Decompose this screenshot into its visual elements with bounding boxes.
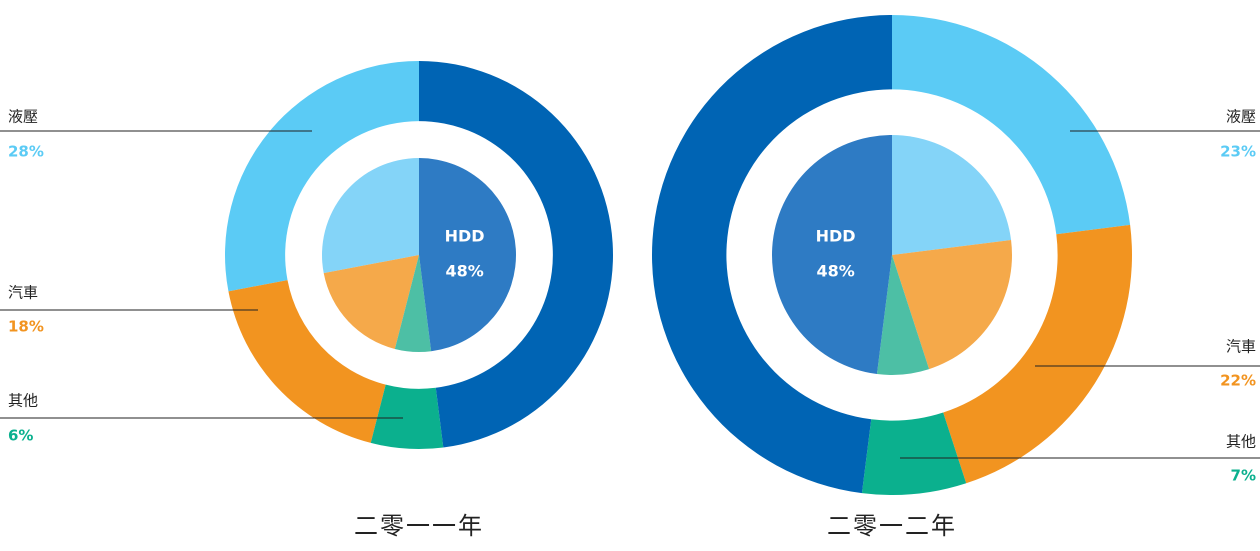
center-value: 48%	[816, 262, 854, 281]
category-label: 其他	[1226, 433, 1256, 451]
pie-slice	[321, 158, 419, 274]
donut-segment	[861, 412, 967, 496]
donut-segment	[228, 280, 386, 443]
value-label: 22%	[1220, 372, 1256, 390]
center-label: HDD	[816, 227, 856, 246]
category-label: 汽車	[8, 284, 38, 302]
donut-segment	[370, 384, 444, 449]
pie-slice	[892, 239, 1012, 370]
donut-segment	[892, 15, 1131, 235]
donut-segment	[651, 15, 892, 494]
center-label: HDD	[445, 227, 485, 246]
pie-slice	[323, 255, 419, 349]
category-label: 其他	[8, 392, 38, 410]
center-value: 48%	[445, 262, 483, 281]
pie-slice	[892, 135, 1012, 255]
chart-caption: 二零一一年	[354, 512, 484, 540]
pie-slice	[876, 255, 930, 375]
pie-slice	[771, 135, 892, 375]
value-label: 6%	[8, 427, 33, 445]
donut-segment	[224, 61, 419, 292]
value-label: 18%	[8, 318, 44, 336]
category-label: 液壓	[1226, 108, 1256, 126]
value-label: 23%	[1220, 143, 1256, 161]
value-label: 7%	[1231, 467, 1256, 485]
chart-caption: 二零一二年	[827, 512, 957, 540]
category-label: 液壓	[8, 108, 38, 126]
donut-segment	[943, 224, 1132, 484]
pie-slice	[419, 158, 516, 352]
pie-slice	[394, 255, 432, 352]
donut-segment	[419, 61, 613, 448]
category-label: 汽車	[1226, 338, 1256, 356]
value-label: 28%	[8, 143, 44, 161]
